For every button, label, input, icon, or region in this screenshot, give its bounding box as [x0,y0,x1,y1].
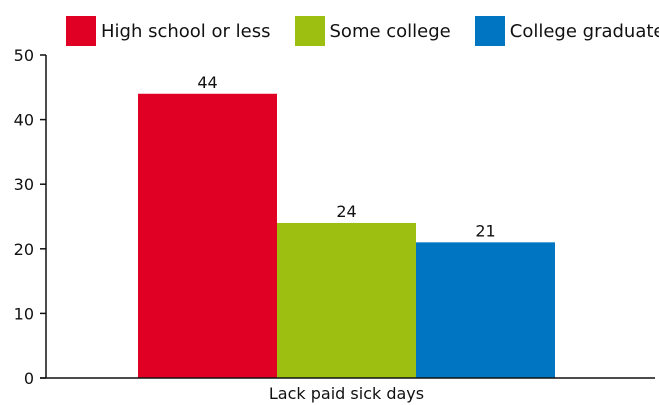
legend-label-some-college: Some college [329,20,451,42]
data-label-college-graduate: 21 [475,221,495,240]
y-tick-label-20: 20 [14,240,34,259]
y-tick-label-50: 50 [14,46,34,65]
legend-swatch-some-college [294,16,325,46]
legend-item-high-school: High school or less [66,16,271,46]
x-category-label-lack-paid-sick-days: Lack paid sick days [269,384,424,403]
y-tick-label-0: 0 [24,369,34,388]
legend-swatch-college-graduate [474,16,505,46]
legend: High school or less Some college College… [66,14,659,48]
legend-label-college-graduate: College graduate [509,20,659,42]
y-tick-label-30: 30 [14,175,34,194]
legend-item-some-college: Some college [294,16,451,46]
data-label-some-college: 24 [336,202,356,221]
data-labels-group: 44 24 21 [197,73,495,241]
bar-college-graduate [416,242,555,378]
bars-group [138,93,555,378]
axes-group: 0 10 20 30 40 50 Lack paid sick days [14,46,655,403]
bar-some-college [277,222,416,378]
y-tick-label-10: 10 [14,304,34,323]
y-tick-label-40: 40 [14,111,34,130]
legend-item-college-graduate: College graduate [474,16,659,46]
data-label-high-school-or-less: 44 [197,73,217,92]
legend-label-high-school: High school or less [101,20,271,42]
legend-swatch-high-school [66,16,96,46]
bar-high-school-or-less [138,93,277,378]
